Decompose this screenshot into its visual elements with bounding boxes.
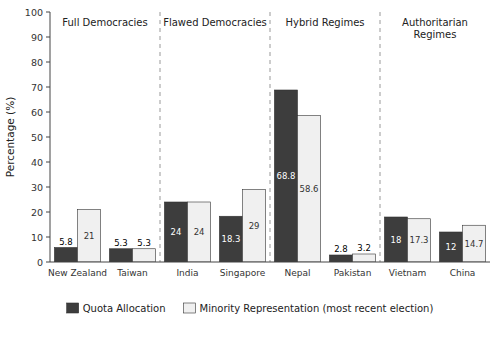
y-tick-label: 90 bbox=[31, 32, 43, 43]
y-tick-label: 80 bbox=[31, 57, 43, 68]
group-divider bbox=[270, 12, 271, 262]
bars bbox=[54, 90, 485, 262]
data-label: 5.3 bbox=[114, 238, 128, 248]
legend-label: Minority Representation (most recent ele… bbox=[200, 303, 434, 314]
y-tick bbox=[46, 212, 50, 213]
data-label: 58.6 bbox=[300, 184, 319, 194]
group-divider bbox=[380, 12, 381, 262]
group-label: Hybrid Regimes bbox=[285, 17, 364, 28]
group-label: Full Democracies bbox=[62, 17, 147, 28]
bar bbox=[219, 216, 242, 262]
x-tick-label: China bbox=[450, 268, 476, 278]
y-axis-label: Percentage (%) bbox=[4, 97, 16, 178]
bar bbox=[463, 225, 486, 262]
data-label: 14.7 bbox=[465, 239, 484, 249]
group-divider bbox=[160, 12, 161, 262]
y-tick bbox=[46, 12, 50, 13]
x-tick-label: Singapore bbox=[220, 268, 266, 278]
y-tick-label: 100 bbox=[25, 7, 43, 18]
data-label: 68.8 bbox=[276, 171, 295, 181]
legend: Quota Allocation Minority Representation … bbox=[67, 303, 434, 314]
x-tick-label: Nepal bbox=[285, 268, 311, 278]
y-tick-label: 0 bbox=[37, 257, 43, 268]
y-tick bbox=[46, 187, 50, 188]
data-label: 24 bbox=[171, 227, 182, 237]
bar bbox=[439, 232, 462, 262]
data-label: 3.2 bbox=[357, 243, 371, 253]
bar bbox=[274, 90, 297, 262]
group-label-line: Flawed Democracies bbox=[163, 17, 267, 28]
bar bbox=[164, 202, 187, 262]
group-label-line: Full Democracies bbox=[62, 17, 147, 28]
bar bbox=[54, 248, 77, 263]
x-tick-label: Pakistan bbox=[334, 268, 372, 278]
legend-swatch bbox=[67, 303, 79, 313]
bar bbox=[243, 190, 266, 263]
data-label: 21 bbox=[84, 231, 95, 241]
y-tick bbox=[46, 162, 50, 163]
bar bbox=[329, 255, 352, 262]
legend-swatch bbox=[184, 303, 196, 313]
legend-label: Quota Allocation bbox=[83, 303, 166, 314]
y-tick-label: 10 bbox=[31, 232, 43, 243]
data-label: 17.3 bbox=[410, 235, 429, 245]
x-tick-label: Vietnam bbox=[389, 268, 427, 278]
y-tick bbox=[46, 237, 50, 238]
bar bbox=[188, 202, 211, 262]
data-label: 18.3 bbox=[221, 234, 240, 244]
bar bbox=[353, 254, 376, 262]
y-tick bbox=[46, 37, 50, 38]
data-label: 29 bbox=[249, 221, 260, 231]
bar bbox=[109, 249, 132, 262]
chart-container: 5.8 5.3 24 18.3 68.8 2.8 18 12 21 5.3 24 29 58.6 3.2 1… bbox=[0, 0, 500, 340]
y-tick-label: 40 bbox=[31, 157, 43, 168]
group-label: AuthoritarianRegimes bbox=[402, 17, 468, 40]
group-label-line: Regimes bbox=[414, 29, 457, 40]
y-tick bbox=[46, 262, 50, 263]
group-label-line: Authoritarian bbox=[402, 17, 468, 28]
x-tick-label: Taiwan bbox=[116, 268, 148, 278]
bar bbox=[133, 249, 156, 262]
y-tick-label: 20 bbox=[31, 207, 43, 218]
group-label: Flawed Democracies bbox=[163, 17, 267, 28]
y-tick-label: 60 bbox=[31, 107, 43, 118]
y-tick bbox=[46, 112, 50, 113]
chart-svg: 5.8 5.3 24 18.3 68.8 2.8 18 12 21 5.3 24 29 58.6 3.2 1… bbox=[0, 0, 500, 340]
data-label: 2.8 bbox=[334, 244, 348, 254]
bar bbox=[408, 219, 431, 262]
y-tick-label: 50 bbox=[31, 132, 43, 143]
bar bbox=[78, 210, 101, 263]
bar bbox=[384, 217, 407, 262]
x-tick-label: India bbox=[176, 268, 198, 278]
y-tick-label: 30 bbox=[31, 182, 43, 193]
data-label: 12 bbox=[446, 242, 457, 252]
y-tick bbox=[46, 137, 50, 138]
data-label: 24 bbox=[194, 227, 205, 237]
x-tick-label: New Zealand bbox=[48, 268, 107, 278]
data-label: 5.8 bbox=[59, 237, 73, 247]
y-tick bbox=[46, 62, 50, 63]
bar bbox=[298, 116, 321, 263]
y-tick bbox=[46, 87, 50, 88]
y-tick-label: 70 bbox=[31, 82, 43, 93]
data-label: 5.3 bbox=[137, 238, 151, 248]
group-label-line: Hybrid Regimes bbox=[285, 17, 364, 28]
x-axis-line bbox=[50, 262, 490, 263]
data-label: 18 bbox=[391, 235, 402, 245]
